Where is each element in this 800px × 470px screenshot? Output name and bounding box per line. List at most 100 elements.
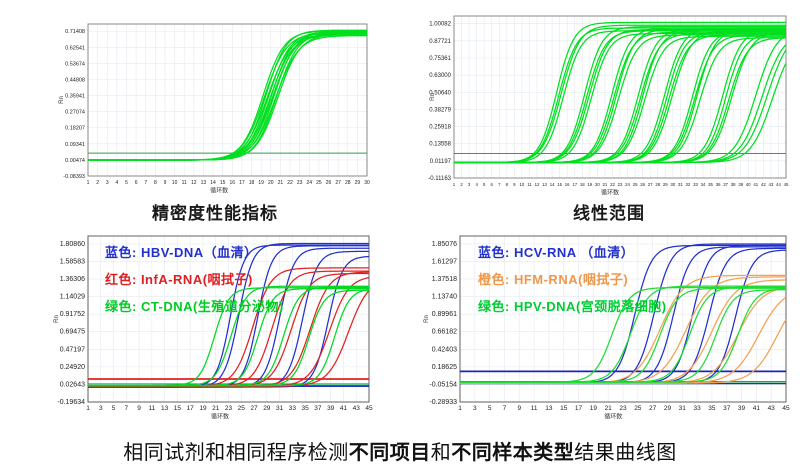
svg-text:0.02643: 0.02643 — [60, 381, 85, 388]
svg-text:0.18625: 0.18625 — [432, 364, 457, 371]
svg-text:9: 9 — [513, 182, 516, 187]
caption-segment: 和 — [430, 442, 452, 464]
multi-target-right-plot: 1.85076 1.61297 1.37518 1.13740 0.89961 0.661… — [424, 235, 790, 421]
svg-text:42: 42 — [761, 182, 766, 187]
svg-text:1.14029: 1.14029 — [60, 294, 85, 301]
svg-text:41: 41 — [753, 405, 761, 412]
svg-text:0.44808: 0.44808 — [65, 77, 85, 83]
svg-text:1.36306: 1.36306 — [60, 276, 85, 283]
svg-text:31: 31 — [678, 182, 683, 187]
svg-text:43: 43 — [769, 182, 774, 187]
plot-border — [87, 235, 370, 403]
svg-text:-0.28933: -0.28933 — [429, 399, 457, 406]
svg-text:24: 24 — [306, 180, 312, 186]
svg-text:10: 10 — [172, 180, 178, 186]
linear-range-chart-panel: 1.00082 0.87721 0.75361 0.63000 0.50640 0.382… — [426, 6, 792, 198]
svg-text:41: 41 — [753, 182, 758, 187]
svg-text:23: 23 — [297, 180, 303, 186]
svg-text:0.75361: 0.75361 — [429, 56, 451, 62]
svg-text:1.58583: 1.58583 — [60, 258, 85, 265]
svg-text:1: 1 — [86, 405, 90, 412]
svg-text:29: 29 — [355, 180, 361, 186]
svg-text:29: 29 — [263, 405, 271, 412]
x-axis-tick-labels: 1 2 3 4 5 6 7 8 9 10 11 12 13 14 15 16 17 18 19 20 21 22 23 24 2… — [453, 182, 789, 187]
svg-text:0.27074: 0.27074 — [65, 110, 85, 116]
svg-text:19: 19 — [590, 405, 598, 412]
svg-text:11: 11 — [182, 180, 187, 186]
svg-text:15: 15 — [560, 405, 568, 412]
y-axis-tick-labels: 0.71408 0.62541 0.53674 0.44808 0.35941 0.270… — [63, 29, 85, 180]
svg-text:1.00082: 1.00082 — [429, 22, 451, 28]
amplification-curves — [88, 29, 368, 161]
svg-text:37: 37 — [723, 405, 731, 412]
svg-text:2: 2 — [460, 182, 463, 187]
svg-text:31: 31 — [276, 405, 284, 412]
amplification-curves — [460, 243, 787, 384]
svg-text:27: 27 — [250, 405, 258, 412]
svg-text:6: 6 — [491, 182, 494, 187]
y-axis-label: Rn — [430, 93, 436, 101]
svg-text:36: 36 — [716, 182, 721, 187]
svg-text:27: 27 — [648, 182, 653, 187]
svg-text:0.25918: 0.25918 — [429, 125, 451, 131]
x-axis-tick-labels: 1 3 5 7 9 11 13 15 17 19 21 23 25 27 29 31 33 35 37 39 41 43 4… — [86, 405, 373, 412]
y-axis-tick-labels: 1.80860 1.58583 1.36306 1.14029 0.91752 0.694… — [57, 241, 85, 406]
y-axis-label: Rn — [59, 96, 65, 104]
svg-text:15: 15 — [557, 182, 562, 187]
svg-text:3: 3 — [468, 182, 471, 187]
y-axis-tick-labels: 1.00082 0.87721 0.75361 0.63000 0.50640 0.382… — [428, 22, 451, 182]
svg-text:-0.05154: -0.05154 — [429, 381, 457, 388]
svg-text:0.09341: 0.09341 — [65, 142, 85, 148]
precision-chart-panel: 0.71408 0.62541 0.53674 0.44808 0.35941 0.270… — [55, 12, 375, 198]
svg-text:26: 26 — [326, 180, 332, 186]
svg-text:0.53674: 0.53674 — [65, 61, 85, 67]
svg-text:21: 21 — [212, 405, 220, 412]
svg-text:0.91752: 0.91752 — [60, 311, 85, 318]
svg-text:23: 23 — [225, 405, 233, 412]
multi-target-left-plot: 1.80860 1.58583 1.36306 1.14029 0.91752 0.694… — [54, 235, 373, 421]
svg-text:0.18207: 0.18207 — [65, 126, 85, 132]
svg-text:7: 7 — [144, 180, 147, 186]
svg-text:1.13740: 1.13740 — [432, 294, 457, 301]
precision-replicate-curve — [88, 34, 367, 161]
svg-text:25: 25 — [316, 180, 322, 186]
svg-text:37: 37 — [723, 182, 728, 187]
svg-text:33: 33 — [289, 405, 297, 412]
svg-text:1.61297: 1.61297 — [432, 258, 457, 265]
svg-text:24: 24 — [625, 182, 630, 187]
svg-text:16: 16 — [565, 182, 570, 187]
svg-text:-0.11163: -0.11163 — [428, 176, 451, 182]
svg-text:39: 39 — [738, 182, 743, 187]
svg-text:39: 39 — [327, 405, 335, 412]
precision-replicate-curve — [88, 34, 368, 161]
precision-replicate-curve — [88, 29, 367, 161]
svg-text:10: 10 — [520, 182, 525, 187]
svg-text:17: 17 — [187, 405, 195, 412]
svg-text:0.62541: 0.62541 — [65, 45, 85, 51]
svg-text:1: 1 — [458, 405, 462, 412]
precision-replicate-curve — [88, 32, 367, 161]
svg-text:38: 38 — [731, 182, 736, 187]
svg-text:0.71408: 0.71408 — [65, 29, 85, 35]
svg-text:13: 13 — [545, 405, 553, 412]
svg-text:41: 41 — [340, 405, 348, 412]
svg-text:0.50640: 0.50640 — [429, 90, 451, 96]
svg-text:20: 20 — [595, 182, 600, 187]
svg-text:21: 21 — [278, 180, 284, 186]
x-axis-label: 循环数 — [601, 189, 619, 197]
caption-segment-bold: 不同样本类型 — [451, 442, 575, 464]
svg-text:23: 23 — [618, 182, 623, 187]
svg-text:29: 29 — [664, 405, 672, 412]
svg-text:28: 28 — [655, 182, 660, 187]
svg-text:11: 11 — [148, 405, 155, 412]
svg-text:12: 12 — [191, 180, 197, 186]
svg-text:26: 26 — [640, 182, 645, 187]
svg-text:13: 13 — [542, 182, 547, 187]
svg-text:21: 21 — [603, 182, 608, 187]
svg-text:44: 44 — [776, 182, 781, 187]
svg-text:0.69475: 0.69475 — [60, 329, 85, 336]
svg-text:17: 17 — [572, 182, 577, 187]
svg-text:30: 30 — [364, 180, 370, 186]
svg-text:15: 15 — [220, 180, 226, 186]
